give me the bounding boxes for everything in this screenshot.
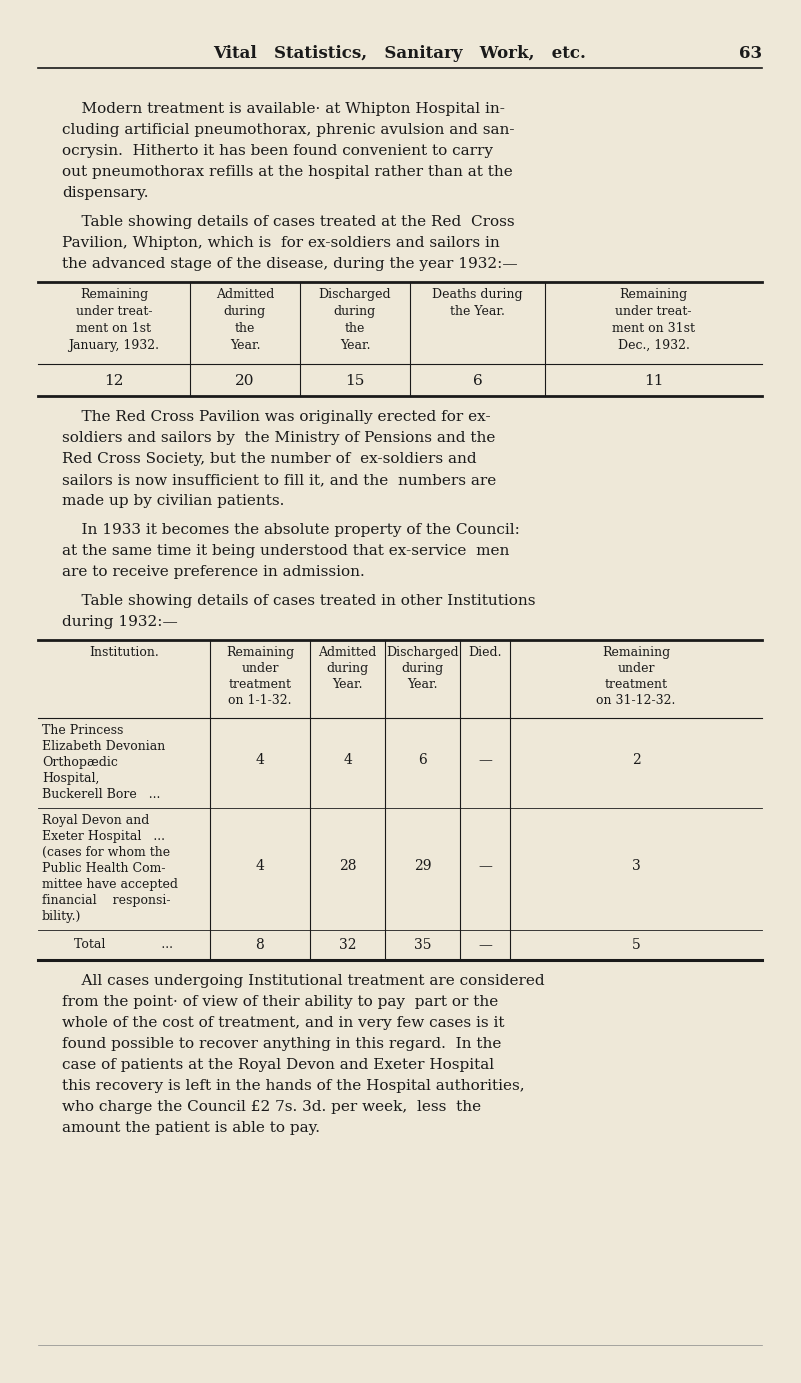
Text: The Princess: The Princess [42,723,123,737]
Text: Institution.: Institution. [89,646,159,660]
Text: on 1-1-32.: on 1-1-32. [228,694,292,707]
Text: 28: 28 [339,859,356,873]
Text: Admitted: Admitted [215,288,274,301]
Text: The Red Cross Pavilion was originally erected for ex-: The Red Cross Pavilion was originally er… [62,409,491,425]
Text: (cases for whom the: (cases for whom the [42,846,170,859]
Text: 12: 12 [104,373,123,389]
Text: 4: 4 [256,752,264,768]
Text: 15: 15 [345,373,364,389]
Text: Year.: Year. [340,339,370,353]
Text: are to receive preference in admission.: are to receive preference in admission. [62,566,364,579]
Text: Orthopædic: Orthopædic [42,757,118,769]
Text: during: during [223,306,266,318]
Text: 20: 20 [235,373,255,389]
Text: Dec., 1932.: Dec., 1932. [618,339,690,353]
Text: Pavilion, Whipton, which is  for ex-soldiers and sailors in: Pavilion, Whipton, which is for ex-soldi… [62,236,500,250]
Text: the: the [344,322,365,335]
Text: under: under [241,662,279,675]
Text: at the same time it being understood that ex-service  men: at the same time it being understood tha… [62,544,509,557]
Text: Discharged: Discharged [386,646,459,660]
Text: Hospital,: Hospital, [42,772,99,786]
Text: Remaining: Remaining [619,288,687,301]
Text: during: during [326,662,368,675]
Text: Discharged: Discharged [319,288,392,301]
Text: mittee have accepted: mittee have accepted [42,878,178,891]
Text: 2: 2 [632,752,640,768]
Text: Total              ...: Total ... [74,938,174,952]
Text: bility.): bility.) [42,910,82,922]
Text: Table showing details of cases treated in other Institutions: Table showing details of cases treated i… [62,595,536,609]
Text: found possible to recover anything in this regard.  In the: found possible to recover anything in th… [62,1037,501,1051]
Text: Elizabeth Devonian: Elizabeth Devonian [42,740,165,752]
Text: financial    responsi-: financial responsi- [42,893,171,907]
Text: the Year.: the Year. [450,306,505,318]
Text: In 1933 it becomes the absolute property of the Council:: In 1933 it becomes the absolute property… [62,523,520,537]
Text: January, 1932.: January, 1932. [69,339,159,353]
Text: Royal Devon and: Royal Devon and [42,815,149,827]
Text: Year.: Year. [230,339,260,353]
Text: the advanced stage of the disease, during the year 1932:—: the advanced stage of the disease, durin… [62,257,517,271]
Text: 4: 4 [343,752,352,768]
Text: who charge the Council £2 7s. 3d. per week,  less  the: who charge the Council £2 7s. 3d. per we… [62,1099,481,1113]
Text: soldiers and sailors by  the Ministry of Pensions and the: soldiers and sailors by the Ministry of … [62,431,495,445]
Text: this recovery is left in the hands of the Hospital authorities,: this recovery is left in the hands of th… [62,1079,525,1093]
Text: —: — [478,752,492,768]
Text: on 31-12-32.: on 31-12-32. [596,694,676,707]
Text: 8: 8 [256,938,264,952]
Text: ment on 1st: ment on 1st [77,322,151,335]
Text: whole of the cost of treatment, and in very few cases is it: whole of the cost of treatment, and in v… [62,1017,505,1030]
Text: under treat-: under treat- [615,306,692,318]
Text: during: during [334,306,376,318]
Text: Admitted: Admitted [318,646,376,660]
Text: from the point· of view of their ability to pay  part or the: from the point· of view of their ability… [62,994,498,1010]
Text: —: — [478,938,492,952]
Text: amount the patient is able to pay.: amount the patient is able to pay. [62,1122,320,1135]
Text: 29: 29 [414,859,431,873]
Text: ment on 31st: ment on 31st [612,322,695,335]
Text: Modern treatment is available· at Whipton Hospital in-: Modern treatment is available· at Whipto… [62,102,505,116]
Text: 35: 35 [414,938,431,952]
Text: under treat-: under treat- [76,306,152,318]
Text: dispensary.: dispensary. [62,185,148,201]
Text: under: under [618,662,654,675]
Text: Buckerell Bore   ...: Buckerell Bore ... [42,788,160,801]
Text: All cases undergoing Institutional treatment are considered: All cases undergoing Institutional treat… [62,974,545,987]
Text: 32: 32 [339,938,356,952]
Text: case of patients at the Royal Devon and Exeter Hospital: case of patients at the Royal Devon and … [62,1058,494,1072]
Text: Year.: Year. [332,678,363,692]
Text: sailors is now insufficient to fill it, and the  numbers are: sailors is now insufficient to fill it, … [62,473,497,487]
Text: Table showing details of cases treated at the Red  Cross: Table showing details of cases treated a… [62,214,514,230]
Text: Public Health Com-: Public Health Com- [42,862,166,875]
Text: treatment: treatment [605,678,667,692]
Text: 3: 3 [632,859,640,873]
Text: 11: 11 [644,373,663,389]
Text: —: — [478,859,492,873]
Text: 4: 4 [256,859,264,873]
Text: Red Cross Society, but the number of  ex-soldiers and: Red Cross Society, but the number of ex-… [62,452,477,466]
Text: Year.: Year. [407,678,438,692]
Text: 6: 6 [418,752,427,768]
Text: Deaths during: Deaths during [433,288,523,301]
Text: treatment: treatment [228,678,292,692]
Text: Remaining: Remaining [80,288,148,301]
Text: 63: 63 [739,46,762,62]
Text: during: during [401,662,444,675]
Text: made up by civilian patients.: made up by civilian patients. [62,494,284,508]
Text: during 1932:—: during 1932:— [62,615,178,629]
Text: 5: 5 [632,938,640,952]
Text: Died.: Died. [469,646,501,660]
Text: out pneumothorax refills at the hospital rather than at the: out pneumothorax refills at the hospital… [62,165,513,178]
Text: Vital   Statistics,   Sanitary   Work,   etc.: Vital Statistics, Sanitary Work, etc. [214,46,586,62]
Text: Exeter Hospital   ...: Exeter Hospital ... [42,830,165,844]
Text: Remaining: Remaining [602,646,670,660]
Text: the: the [235,322,256,335]
Text: cluding artificial pneumothorax, phrenic avulsion and san-: cluding artificial pneumothorax, phrenic… [62,123,514,137]
Text: Remaining: Remaining [226,646,294,660]
Text: ocrysin.  Hitherto it has been found convenient to carry: ocrysin. Hitherto it has been found conv… [62,144,493,158]
Text: 6: 6 [473,373,482,389]
